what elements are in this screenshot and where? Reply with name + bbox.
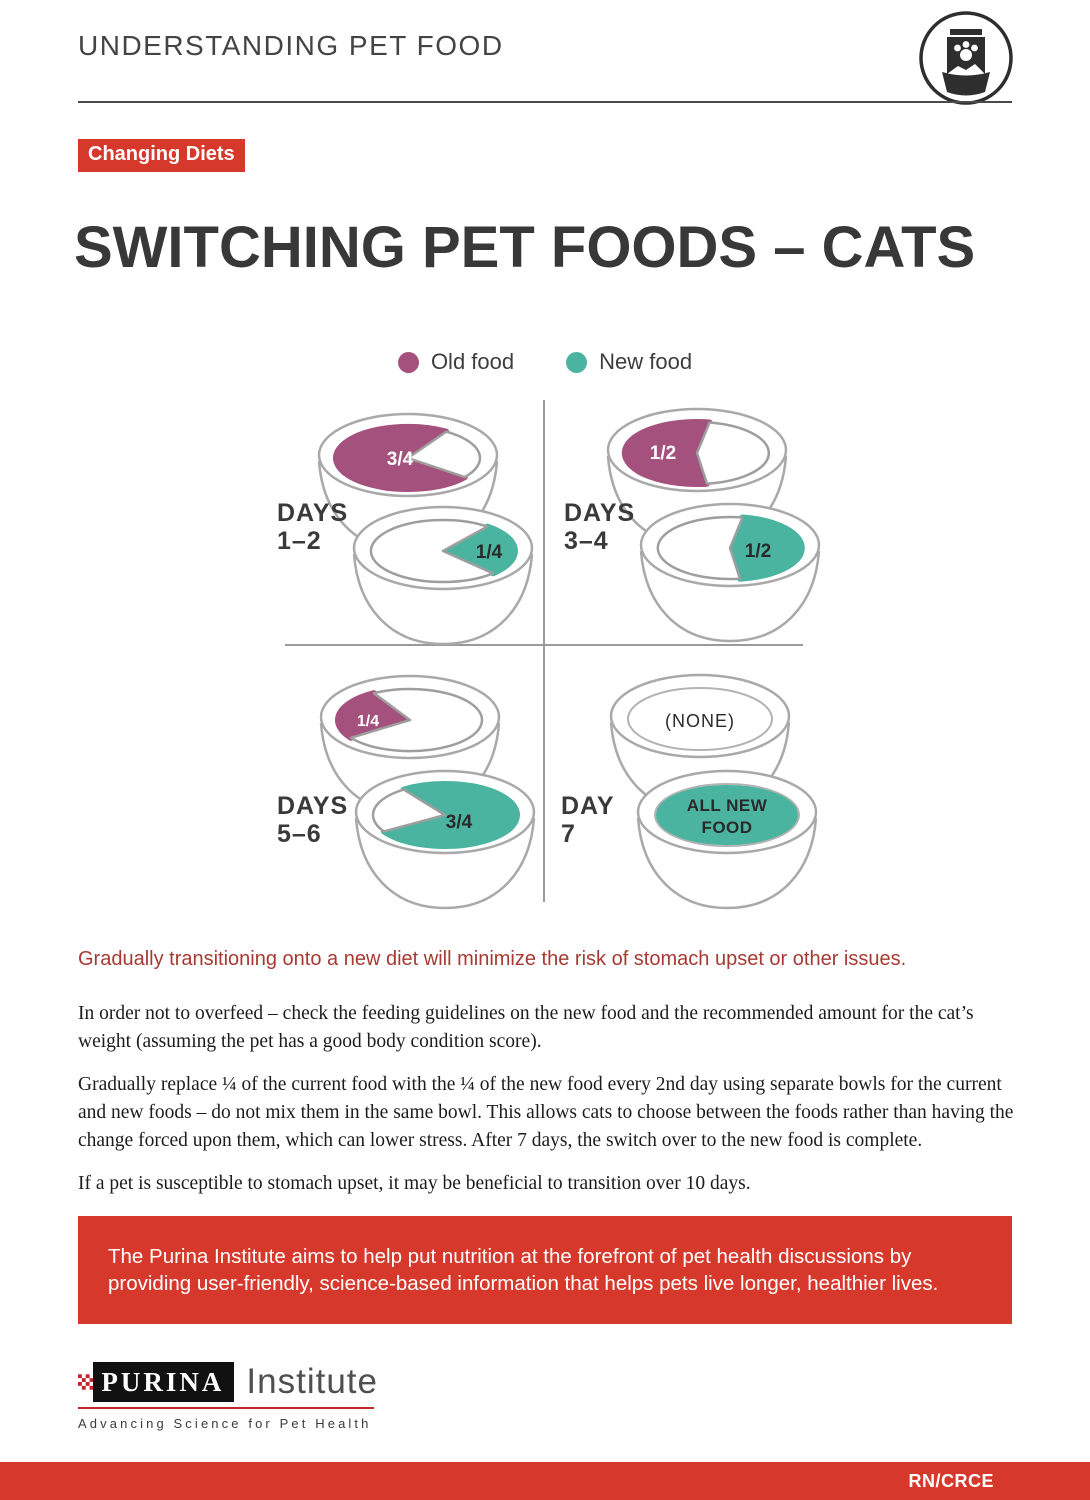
fraction-label: 1/4 (476, 542, 503, 563)
legend-item-new-food: New food (566, 349, 692, 375)
days-1-2-label: DAYS 1–2 (277, 499, 349, 555)
fraction-label: 3/4 (446, 812, 473, 833)
old-food-dot-icon (397, 351, 419, 373)
logo-tagline: Advancing Science for Pet Health (78, 1416, 372, 1431)
new-food-dot-icon (566, 351, 588, 373)
fraction-label: 1/2 (650, 443, 676, 464)
body-copy: In order not to overfeed – check the fee… (78, 1000, 1016, 1213)
purina-institute-callout: The Purina Institute aims to help put nu… (78, 1216, 1012, 1325)
purina-checkerboard-icon (78, 1374, 94, 1390)
days-3-4-label: DAYS 3–4 (564, 499, 636, 555)
page-title: SWITCHING PET FOODS – CATS (74, 215, 976, 280)
bowl-days12-new: 1/4 (352, 505, 534, 646)
bowl-days12-old: 3/4 (317, 412, 499, 553)
all-new-food-label-line2: FOOD (701, 818, 752, 837)
fraction-label: 1/2 (745, 541, 771, 562)
footer-code: RN/CRCE (908, 1470, 994, 1491)
fraction-label: 3/4 (387, 449, 414, 470)
transition-note: Gradually transitioning onto a new diet … (78, 948, 907, 970)
body-paragraph-2: Gradually replace ¼ of the current food … (78, 1074, 1014, 1152)
pet-food-bag-and-bowl-icon (916, 8, 1016, 113)
body-paragraph-1: In order not to overfeed – check the fee… (78, 1003, 974, 1053)
logo-underline (78, 1407, 374, 1409)
old-food-label: Old food (430, 349, 515, 374)
institute-label: Institute (246, 1362, 378, 1401)
footer-bar: RN/CRCE (0, 1462, 1090, 1500)
bowl-days56-new: 3/4 (354, 769, 536, 910)
all-new-food-label-line1: ALL NEW (687, 796, 768, 815)
bowl-days56-old: 1/4 (319, 674, 501, 815)
bowl-day7-new: ALL NEW FOOD (636, 769, 818, 910)
days-5-6-label: DAYS 5–6 (277, 792, 349, 848)
new-food-label: New food (599, 349, 693, 374)
purina-wordmark: PURINA (101, 1366, 225, 1397)
fraction-label: 1/4 (357, 713, 379, 730)
purina-institute-logo: PURINA Institute Advancing Science for P… (78, 1362, 378, 1431)
legend: Old food New food (0, 349, 1090, 375)
none-label: (NONE) (665, 711, 735, 731)
bowl-days34-new: 1/2 (639, 502, 821, 643)
changing-diets-badge: Changing Diets (78, 139, 245, 172)
purina-wordmark-box: PURINA (93, 1362, 235, 1402)
transition-diagram: 3/4 1/4 1/2 1/2 (285, 400, 821, 910)
legend-item-old-food: Old food (397, 349, 515, 375)
header-divider-rule (78, 101, 1012, 103)
day-7-label: DAY 7 (561, 792, 615, 848)
header-title: UNDERSTANDING PET FOOD (78, 30, 504, 61)
body-paragraph-3: If a pet is susceptible to stomach upset… (78, 1173, 751, 1195)
